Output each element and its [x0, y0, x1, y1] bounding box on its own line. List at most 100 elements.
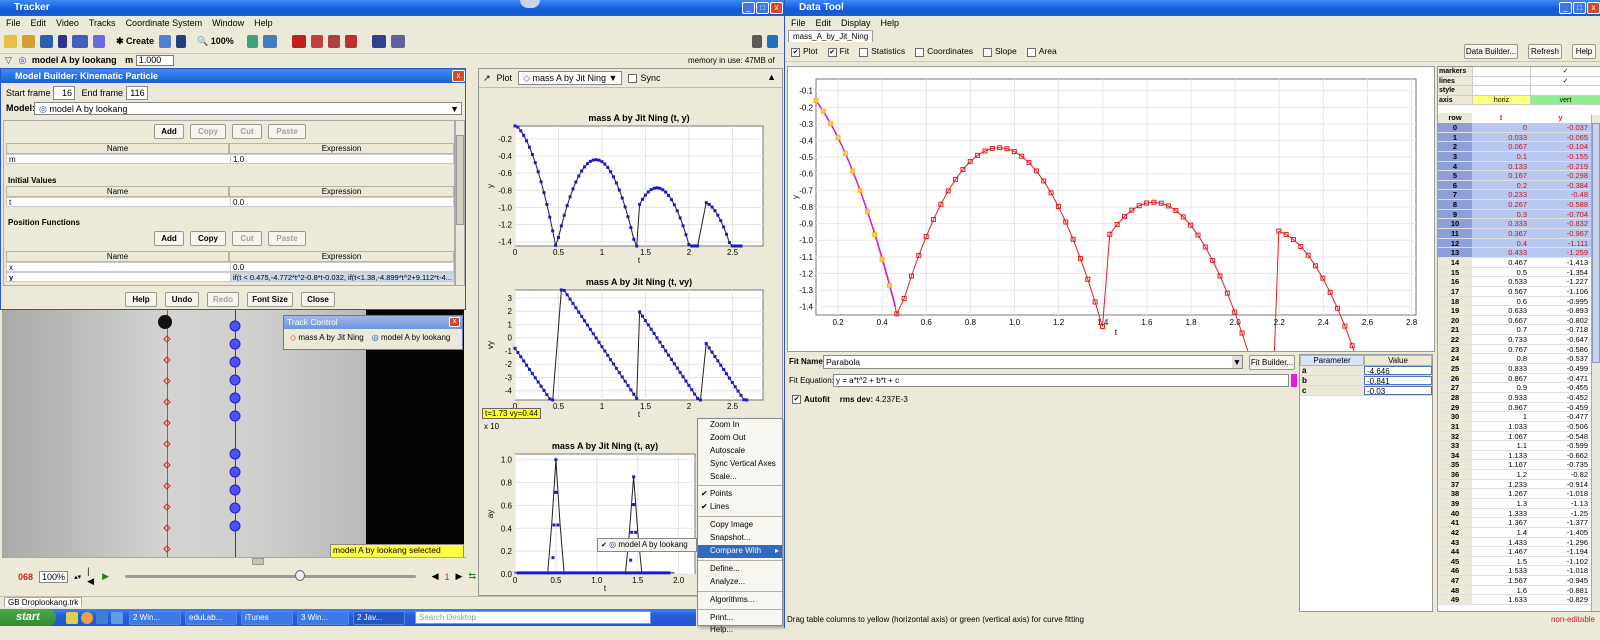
add-function-button[interactable]: Add	[154, 231, 184, 246]
cell-t[interactable]: 0.9	[1516, 383, 1527, 393]
menu-video[interactable]: Video	[56, 18, 79, 28]
cell-y[interactable]: -0.893	[1566, 306, 1588, 316]
table-row[interactable]: 12 0.4 -1.111	[1438, 238, 1600, 249]
menu-coordinate-system[interactable]: Coordinate System	[125, 18, 203, 28]
dataset-tab[interactable]: mass_A_by_Jit_Ning	[788, 30, 874, 42]
table-row[interactable]: 42 1.4 -1.405	[1438, 527, 1600, 538]
cell-t[interactable]: 1.433	[1508, 537, 1527, 547]
cell-y[interactable]: -0.967	[1566, 229, 1588, 239]
table-row[interactable]: 30 1 -0.477	[1438, 412, 1600, 422]
quicklaunch-icon[interactable]	[66, 611, 78, 624]
cell-y[interactable]: -1.227	[1566, 277, 1588, 287]
cell-y[interactable]: -0.945	[1566, 576, 1588, 586]
cell-y[interactable]: -0.599	[1566, 441, 1588, 451]
function-row-y[interactable]: y if(t < 0.475,-4.772*t^2-0.8*t-0.032, if…	[6, 272, 454, 282]
menu-print[interactable]: Print...	[710, 612, 734, 622]
ruler-icon[interactable]	[371, 35, 386, 48]
cell-t[interactable]: 1.333	[1508, 508, 1527, 518]
cell-t[interactable]: 0.5	[1516, 267, 1527, 277]
table-row[interactable]: 11 0.367 -0.967	[1438, 229, 1600, 239]
cell-y[interactable]: -0.735	[1566, 460, 1588, 470]
initial-expression[interactable]: 0.0	[230, 198, 453, 207]
video-scrollbar[interactable]	[2, 557, 466, 566]
media-icon[interactable]	[96, 611, 108, 624]
cell-y[interactable]: -0.471	[1566, 373, 1588, 383]
property-row[interactable]: style	[1438, 86, 1600, 96]
compare-submenu-item[interactable]: model A by lookang	[618, 540, 688, 549]
cell-t[interactable]: 0.6	[1516, 296, 1527, 306]
cell-y[interactable]: -0.647	[1566, 335, 1588, 345]
table-scroll-thumb[interactable]	[1592, 123, 1600, 363]
cell-y[interactable]: -1.377	[1566, 518, 1588, 528]
label-icon[interactable]	[262, 35, 277, 48]
step-back-icon[interactable]: |◀	[87, 566, 95, 586]
table-row[interactable]: 41 1.367 -1.377	[1438, 518, 1600, 528]
fit-equation-field[interactable]: y = a*t^2 + b*t + c	[833, 374, 1289, 387]
param-expression[interactable]: 1.0	[230, 155, 453, 164]
table-row[interactable]: 15 0.5 -1.354	[1438, 267, 1600, 278]
cell-y[interactable]: -1.018	[1566, 566, 1588, 576]
model-select[interactable]: ◎ model A by lookang ▼	[34, 102, 462, 115]
table-row[interactable]: 1 0.033 -0.065	[1438, 132, 1600, 143]
refresh-icon[interactable]	[767, 35, 778, 48]
track-dropdown-icon[interactable]: ▽	[5, 55, 12, 65]
close-button[interactable]: x	[770, 2, 783, 14]
table-row[interactable]: 23 0.767 -0.586	[1438, 344, 1600, 355]
menu-snapshot[interactable]: Snapshot...	[710, 533, 751, 543]
property-row[interactable]: lines ✓	[1438, 76, 1600, 86]
taskbar-item-windows[interactable]: 2 Win...	[129, 610, 181, 625]
cell-y[interactable]: -0.829	[1566, 595, 1588, 605]
table-row[interactable]: 21 0.7 -0.718	[1438, 325, 1600, 336]
tracks-icon[interactable]	[159, 35, 172, 48]
copy-function-button[interactable]: Copy	[190, 231, 226, 246]
undo-button[interactable]: Undo	[165, 292, 199, 307]
menu-zoom-in[interactable]: Zoom In	[710, 420, 740, 429]
cell-y[interactable]: -1.13	[1570, 498, 1588, 508]
mass-field[interactable]: 1.000	[135, 55, 174, 66]
clip-settings-icon[interactable]	[58, 35, 67, 48]
cell-y[interactable]: -0.384	[1566, 180, 1588, 190]
frame-slider[interactable]	[124, 570, 416, 581]
table-row[interactable]: 4 0.133 -0.219	[1438, 161, 1600, 172]
cut-function-button[interactable]: Cut	[232, 231, 262, 246]
copy-param-button[interactable]: Copy	[190, 124, 226, 139]
collapse-icon[interactable]: ▲	[767, 72, 776, 82]
table-row[interactable]: 14 0.467 -1.413	[1438, 257, 1600, 268]
cell-t[interactable]: 0.767	[1508, 344, 1527, 354]
table-row[interactable]: 31 1.033 -0.506	[1438, 421, 1600, 432]
data-builder-button[interactable]: Data Builder...	[1464, 44, 1518, 59]
cell-y[interactable]: -0.802	[1566, 315, 1588, 325]
property-t[interactable]	[1472, 67, 1530, 76]
param-row-c[interactable]: c -0.03	[1300, 386, 1432, 396]
model-builder-scroll-thumb[interactable]	[456, 135, 464, 225]
table-row[interactable]: 18 0.6 -0.995	[1438, 296, 1600, 307]
create-button[interactable]: ✱ Create	[116, 36, 155, 46]
cell-y[interactable]: -0.104	[1566, 142, 1588, 152]
cut-param-button[interactable]: Cut	[232, 124, 262, 139]
cell-t[interactable]: 1	[1522, 412, 1527, 422]
cell-t[interactable]: 1.567	[1508, 576, 1527, 586]
model-builder-titlebar[interactable]: Model Builder: Kinematic Particle	[1, 69, 465, 83]
cell-t[interactable]: 0.167	[1508, 171, 1527, 181]
fit-name-select[interactable]: Parabola ▼	[823, 355, 1243, 369]
table-row[interactable]: 8 0.267 -0.588	[1438, 200, 1600, 210]
area-checkbox-box[interactable]	[1026, 47, 1036, 57]
taskbar-item-itunes[interactable]: iTunes	[241, 610, 293, 625]
table-row[interactable]: 16 0.533 -1.227	[1438, 277, 1600, 287]
cell-t[interactable]: 1.033	[1508, 421, 1527, 431]
menu-window[interactable]: Window	[212, 18, 245, 28]
cell-t[interactable]: 0.333	[1508, 219, 1527, 229]
menu-copy-image[interactable]: Copy Image	[710, 520, 754, 530]
cell-t[interactable]: 0.8	[1516, 354, 1527, 364]
menu-lines[interactable]: ✔ Lines	[701, 502, 730, 512]
dt-menu-display[interactable]: Display	[841, 18, 871, 28]
menu-file[interactable]: File	[6, 18, 21, 28]
model-builder-close-icon[interactable]: x	[452, 70, 465, 82]
dt-menu-help[interactable]: Help	[880, 18, 900, 28]
datatool-plot-canvas[interactable]: 0.2 0.4 0.6 0.8 1.0 1.2 1.4 1.6 1.8 2.0 2.2 2.4 2.6 2…	[788, 67, 1434, 570]
table-row[interactable]: 3 0.1 -0.155	[1438, 151, 1600, 162]
cell-y[interactable]: -0.037	[1566, 123, 1588, 132]
cell-y[interactable]: -0.298	[1566, 171, 1588, 181]
fit-color-swatch[interactable]	[1291, 374, 1297, 387]
table-row[interactable]: 5 0.167 -0.298	[1438, 171, 1600, 181]
